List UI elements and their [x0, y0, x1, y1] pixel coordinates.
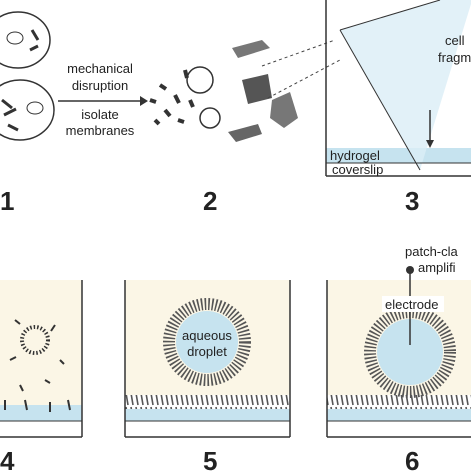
panel-1: [0, 11, 55, 141]
label: amplifi: [418, 260, 456, 275]
panel-numbers: 1 2 3 4 5 6: [0, 186, 419, 471]
panel-number: 2: [203, 186, 217, 216]
label: aqueous: [182, 328, 232, 343]
panel-4: [0, 280, 83, 438]
label: droplet: [187, 344, 227, 359]
label: isolate: [81, 107, 119, 122]
label: electrode: [385, 297, 438, 312]
panel-number: 6: [405, 446, 419, 471]
label: patch-cla: [405, 244, 459, 259]
panel-5: aqueous droplet: [124, 280, 291, 438]
label: membranes: [66, 123, 135, 138]
panel-number: 1: [0, 186, 14, 216]
panel-number: 3: [405, 186, 419, 216]
panel-number: 5: [203, 446, 217, 471]
arrow-step-1: mechanical disruption isolate membranes: [58, 61, 148, 138]
panel-6: patch-cla amplifi electrode: [326, 244, 471, 438]
panel-2: [149, 39, 341, 142]
label: coverslip: [332, 162, 383, 177]
label: disruption: [72, 78, 128, 93]
label: hydrogel: [330, 148, 380, 163]
label: cell: [445, 33, 465, 48]
label: fragmen: [438, 50, 471, 65]
label: mechanical: [67, 61, 133, 76]
panel-number: 4: [0, 446, 15, 471]
panel-3: cell fragmen hydrogel coverslip: [325, 0, 471, 177]
